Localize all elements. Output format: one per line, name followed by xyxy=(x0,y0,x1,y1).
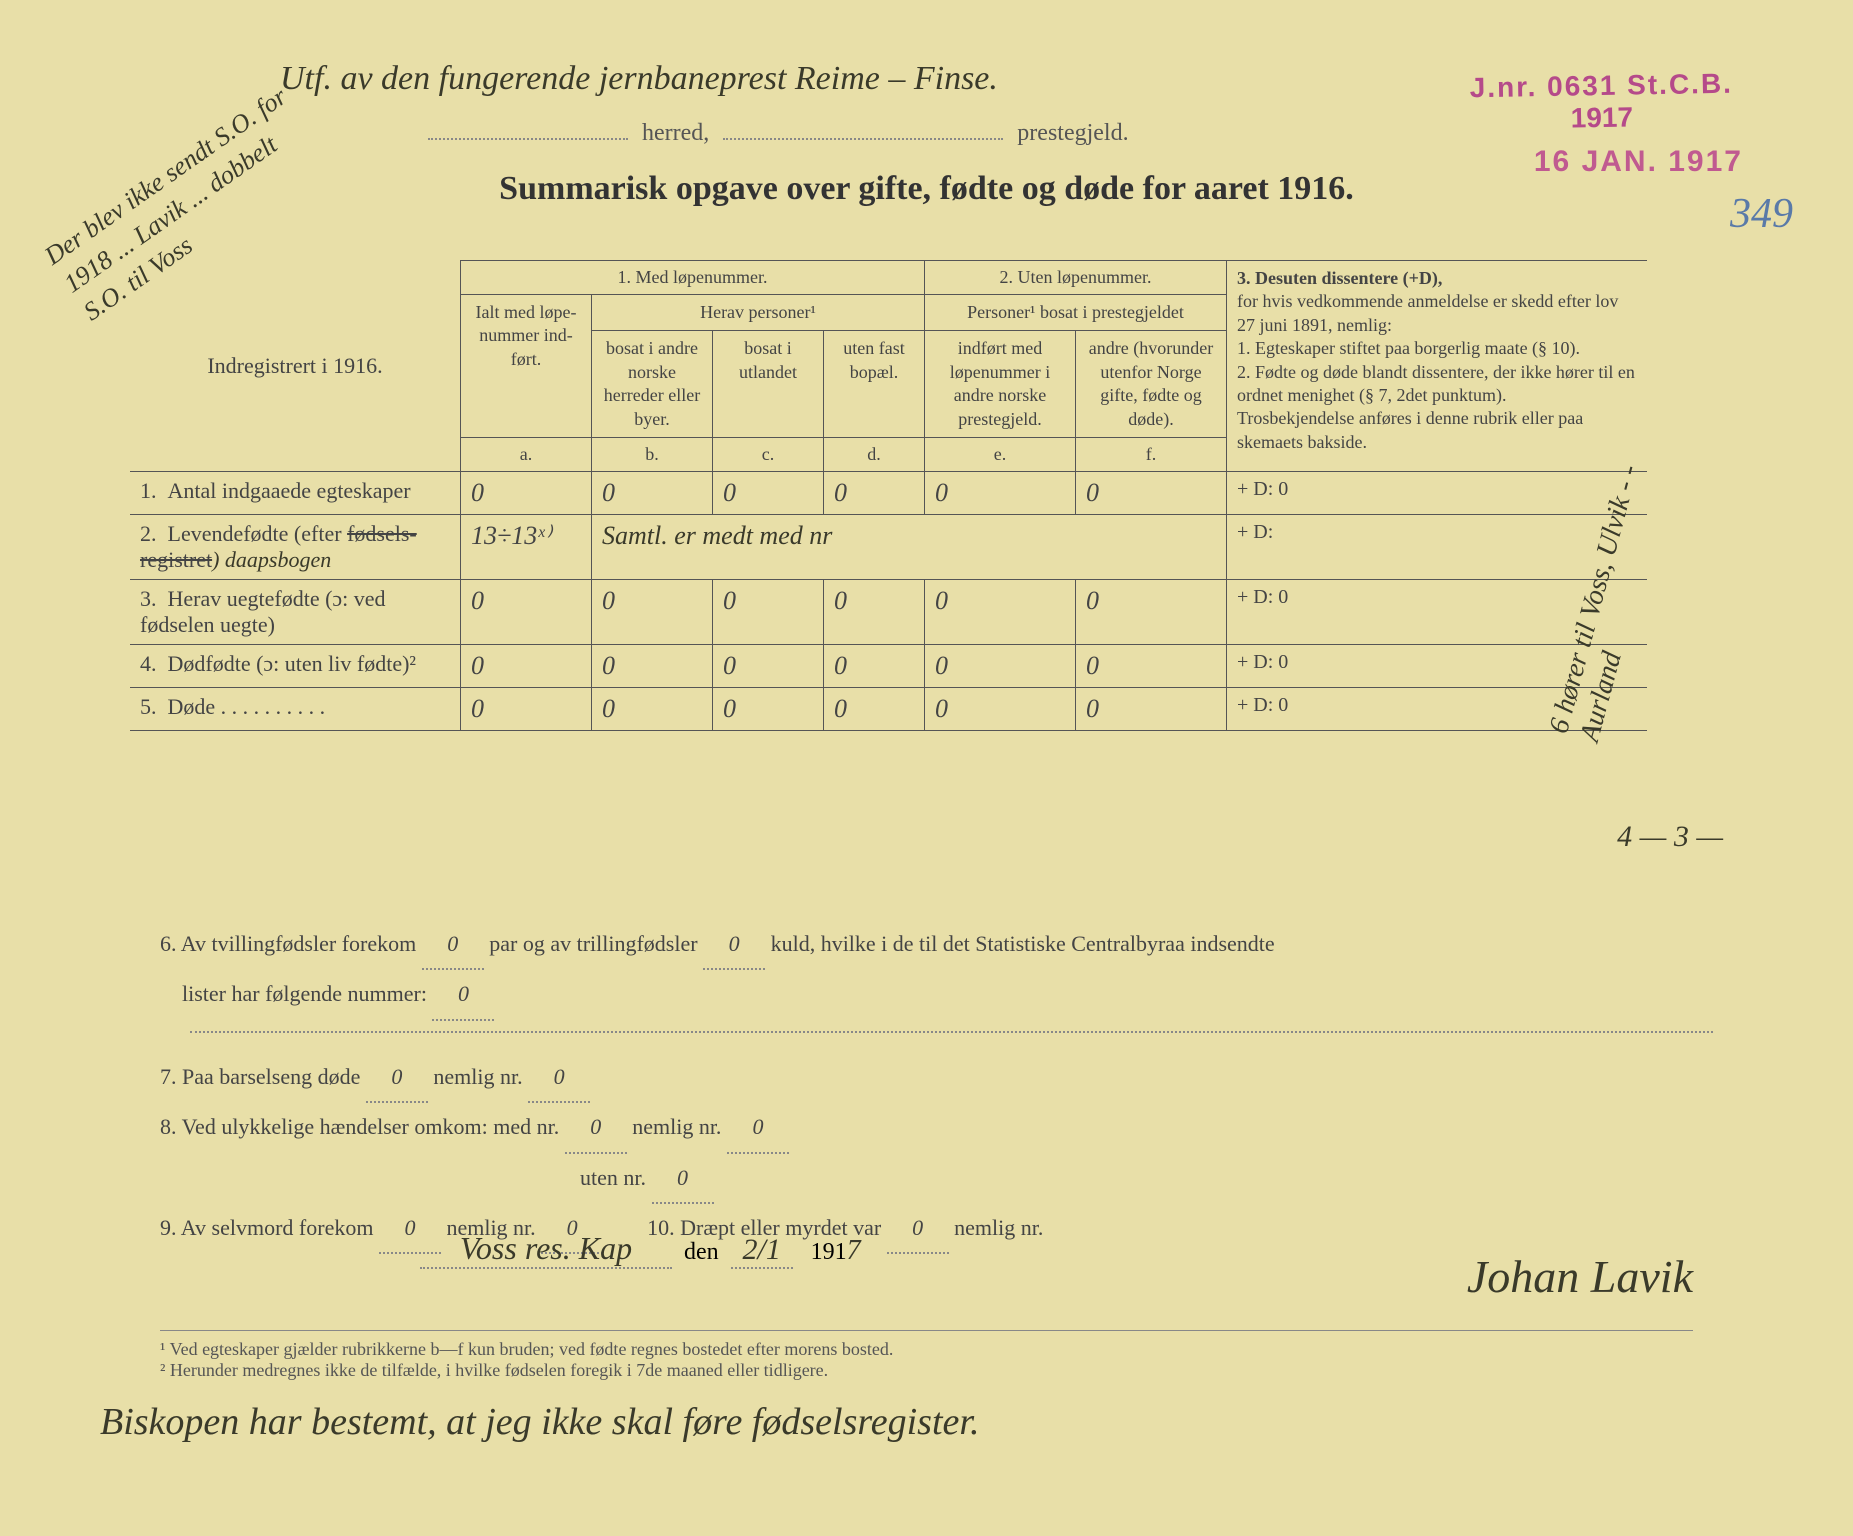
cell-3c: 0 xyxy=(713,579,824,644)
header-col-c: bosat i utlandet xyxy=(713,331,824,438)
cell-3e: 0 xyxy=(925,579,1076,644)
header-col-f: andre (hvorunder utenfor Norge gifte, fø… xyxy=(1076,331,1227,438)
signature: Johan Lavik xyxy=(1467,1250,1693,1303)
cell-3b: 0 xyxy=(592,579,713,644)
header-personer: Personer¹ bosat i prestegjeldet xyxy=(925,295,1227,331)
table-row: 5. Døde . . . . . . . . . . 0 0 0 0 0 0 … xyxy=(130,687,1647,730)
cell-1g: + D: 0 xyxy=(1227,471,1648,514)
col-letter-e: e. xyxy=(925,437,1076,471)
col-letter-d: d. xyxy=(824,437,925,471)
section-1-header: 1. Med løpenummer. xyxy=(461,261,925,295)
header-col-d: uten fast bopæl. xyxy=(824,331,925,438)
herred-prestegjeld-line: herred, prestegjeld. xyxy=(420,120,1129,147)
footnotes: ¹ Ved egteskaper gjælder rubrikkerne b—f… xyxy=(160,1330,1693,1381)
table-row: 4. Dødfødte (ɔ: uten liv fødte)² 0 0 0 0… xyxy=(130,644,1647,687)
line-9-10: 9. Av selvmord forekom 0 nemlig nr. 0 10… xyxy=(160,1204,1713,1254)
main-data-table: Indregistrert i 1916. 1. Med løpenummer.… xyxy=(130,260,1647,731)
section-3-header: 3. Desuten dissentere (+D), for hvis ved… xyxy=(1227,261,1648,472)
cell-4c: 0 xyxy=(713,644,824,687)
cell-1e: 0 xyxy=(925,471,1076,514)
col-letter-b: b. xyxy=(592,437,713,471)
journal-stamp: J.nr. 0631 St.C.B. 1917 xyxy=(1469,68,1733,137)
cell-3d: 0 xyxy=(824,579,925,644)
cell-4e: 0 xyxy=(925,644,1076,687)
header-col-b: bosat i andre norske herreder eller byer… xyxy=(592,331,713,438)
cell-5a: 0 xyxy=(461,687,592,730)
line-8: 8. Ved ulykkelige hændelser omkom: med n… xyxy=(160,1103,1713,1204)
cell-3f: 0 xyxy=(1076,579,1227,644)
cell-5d: 0 xyxy=(824,687,925,730)
cell-4a: 0 xyxy=(461,644,592,687)
col-letter-a: a. xyxy=(461,437,592,471)
cell-5c: 0 xyxy=(713,687,824,730)
blue-number: 349 xyxy=(1730,190,1793,238)
line-7: 7. Paa barselseng døde 0 nemlig nr. 0 xyxy=(160,1053,1713,1103)
registered-label: Indregistrert i 1916. xyxy=(130,261,461,472)
lower-questions: 6. Av tvillingfødsler forekom 0 par og a… xyxy=(160,920,1713,1254)
stamp-jnr: J.nr. 0631 St.C.B. xyxy=(1469,68,1733,105)
header-herav: Herav personer¹ xyxy=(592,295,925,331)
table-row: 2. Levendefødte (efter fødsels-registret… xyxy=(130,514,1647,579)
cell-5f: 0 xyxy=(1076,687,1227,730)
cell-1d: 0 xyxy=(824,471,925,514)
cell-4d: 0 xyxy=(824,644,925,687)
table-row: 1. Antal indgaaede egteskaper 0 0 0 0 0 … xyxy=(130,471,1647,514)
cell-5b: 0 xyxy=(592,687,713,730)
prestegjeld-label: prestegjeld. xyxy=(1017,120,1128,146)
col-letter-c: c. xyxy=(713,437,824,471)
place-date-line: Voss res. Kap den 2/1 1917 xyxy=(420,1230,861,1269)
cell-4b: 0 xyxy=(592,644,713,687)
cell-3a: 0 xyxy=(461,579,592,644)
cell-1b: 0 xyxy=(592,471,713,514)
right-margin-numbers: 4 — 3 — xyxy=(1617,820,1723,854)
section-2-header: 2. Uten løpenummer. xyxy=(925,261,1227,295)
cell-2-span: Samtl. er medt med nr xyxy=(592,514,1227,579)
cell-4f: 0 xyxy=(1076,644,1227,687)
footnote-1: ¹ Ved egteskaper gjælder rubrikkerne b—f… xyxy=(160,1339,1693,1360)
header-ialt: Ialt med løpe-nummer ind-ført. xyxy=(461,295,592,438)
herred-label: herred, xyxy=(642,120,709,146)
bottom-handwritten-note: Biskopen har bestemt, at jeg ikke skal f… xyxy=(100,1400,979,1444)
cell-2a: 13÷13ˣ⁾ xyxy=(461,514,592,579)
date-stamp: 16 JAN. 1917 xyxy=(1534,145,1743,179)
cell-1c: 0 xyxy=(713,471,824,514)
cell-2g: + D: xyxy=(1227,514,1648,579)
cell-5e: 0 xyxy=(925,687,1076,730)
top-handwritten-note: Utf. av den fungerende jernbaneprest Rei… xyxy=(280,60,998,98)
col-letter-f: f. xyxy=(1076,437,1227,471)
table-row: 3. Herav uegtefødte (ɔ: ved fødselen ueg… xyxy=(130,579,1647,644)
header-col-e: indført med løpenummer i andre norske pr… xyxy=(925,331,1076,438)
document-page: Utf. av den fungerende jernbaneprest Rei… xyxy=(0,0,1853,1536)
cell-1a: 0 xyxy=(461,471,592,514)
line-6: 6. Av tvillingfødsler forekom 0 par og a… xyxy=(160,920,1713,1021)
cell-1f: 0 xyxy=(1076,471,1227,514)
stamp-year: 1917 xyxy=(1470,100,1734,137)
footnote-2: ² Herunder medregnes ikke de tilfælde, i… xyxy=(160,1360,1693,1381)
